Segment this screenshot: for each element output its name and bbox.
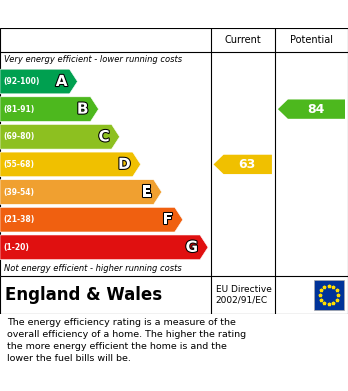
Text: Energy Efficiency Rating: Energy Efficiency Rating — [63, 7, 285, 22]
Text: EU Directive
2002/91/EC: EU Directive 2002/91/EC — [215, 285, 271, 305]
Text: B: B — [77, 102, 88, 117]
Text: C: C — [98, 129, 110, 144]
Text: (39-54): (39-54) — [3, 188, 34, 197]
Polygon shape — [278, 99, 345, 119]
Text: The energy efficiency rating is a measure of the
overall efficiency of a home. T: The energy efficiency rating is a measur… — [7, 318, 246, 362]
Text: (69-80): (69-80) — [3, 132, 34, 141]
Polygon shape — [0, 235, 208, 260]
Polygon shape — [214, 155, 272, 174]
Polygon shape — [0, 152, 141, 177]
Text: E: E — [141, 185, 152, 199]
Polygon shape — [0, 207, 183, 232]
Text: Potential: Potential — [290, 35, 333, 45]
Text: (92-100): (92-100) — [3, 77, 39, 86]
Polygon shape — [0, 124, 120, 149]
Text: Current: Current — [224, 35, 261, 45]
Polygon shape — [0, 97, 98, 122]
Text: England & Wales: England & Wales — [5, 286, 162, 304]
Bar — [314, 280, 344, 310]
Text: (55-68): (55-68) — [3, 160, 34, 169]
Text: Not energy efficient - higher running costs: Not energy efficient - higher running co… — [4, 264, 182, 273]
Text: A: A — [56, 74, 68, 89]
Text: Very energy efficient - lower running costs: Very energy efficient - lower running co… — [4, 55, 182, 64]
Text: (21-38): (21-38) — [3, 215, 34, 224]
Text: (1-20): (1-20) — [3, 243, 29, 252]
Text: (81-91): (81-91) — [3, 105, 34, 114]
Text: D: D — [118, 157, 130, 172]
Text: 84: 84 — [307, 102, 324, 116]
Text: G: G — [185, 240, 198, 255]
Polygon shape — [0, 180, 162, 204]
Polygon shape — [0, 69, 78, 94]
Text: F: F — [163, 212, 173, 227]
Text: 63: 63 — [238, 158, 255, 171]
